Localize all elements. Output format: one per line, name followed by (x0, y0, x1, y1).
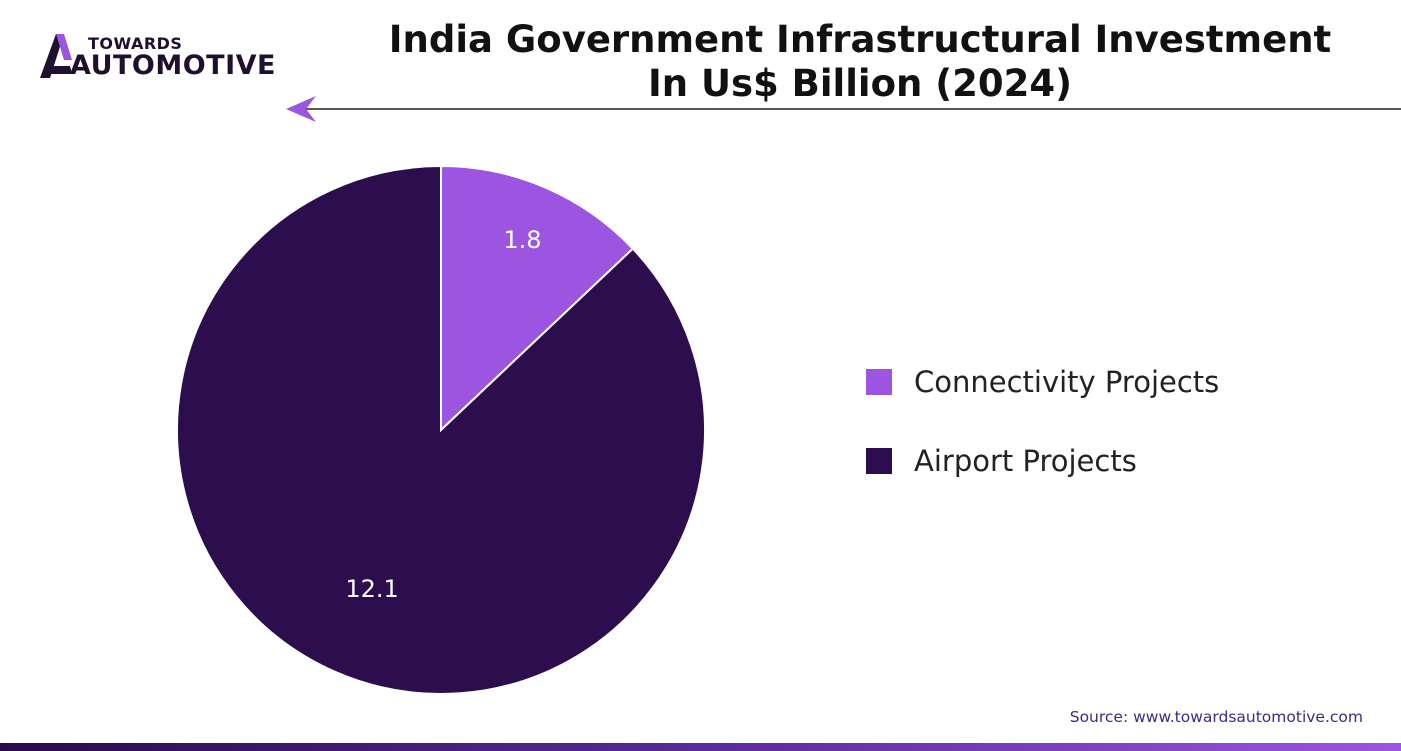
pie-slice-connectivity-projects (440, 164, 635, 433)
logo-text-bottom: AUTOMOTIVE (70, 50, 276, 81)
legend-swatch-airport (866, 448, 892, 474)
legend-item-connectivity: Connectivity Projects (866, 362, 1219, 402)
logo-mark-icon (40, 34, 72, 78)
pie-label-airport-projects: 12.1 (345, 575, 398, 603)
pie-label-connectivity-projects: 1.8 (503, 226, 541, 254)
legend-label-connectivity: Connectivity Projects (914, 365, 1220, 399)
chart-title: India Government Infrastructural Investm… (330, 18, 1390, 106)
chart-title-line-1: India Government Infrastructural Investm… (388, 18, 1332, 61)
brand-logo: TOWARDS AUTOMOTIVE (36, 30, 286, 82)
title-divider (286, 96, 1401, 122)
bottom-accent-bar (0, 743, 1401, 751)
logo-text-top: TOWARDS (88, 34, 183, 53)
source-text: Source: www.towardsautomotive.com (1069, 708, 1363, 726)
legend-label-airport: Airport Projects (914, 444, 1137, 478)
legend-swatch-connectivity (866, 369, 892, 395)
pie-slice-airport-projects (176, 164, 706, 695)
chart-title-line-2: In Us$ Billion (2024) (647, 62, 1073, 105)
legend-item-airport: Airport Projects (866, 441, 1219, 481)
arrow-left-icon (286, 96, 316, 122)
chart-legend: Connectivity Projects Airport Projects (866, 362, 1219, 520)
